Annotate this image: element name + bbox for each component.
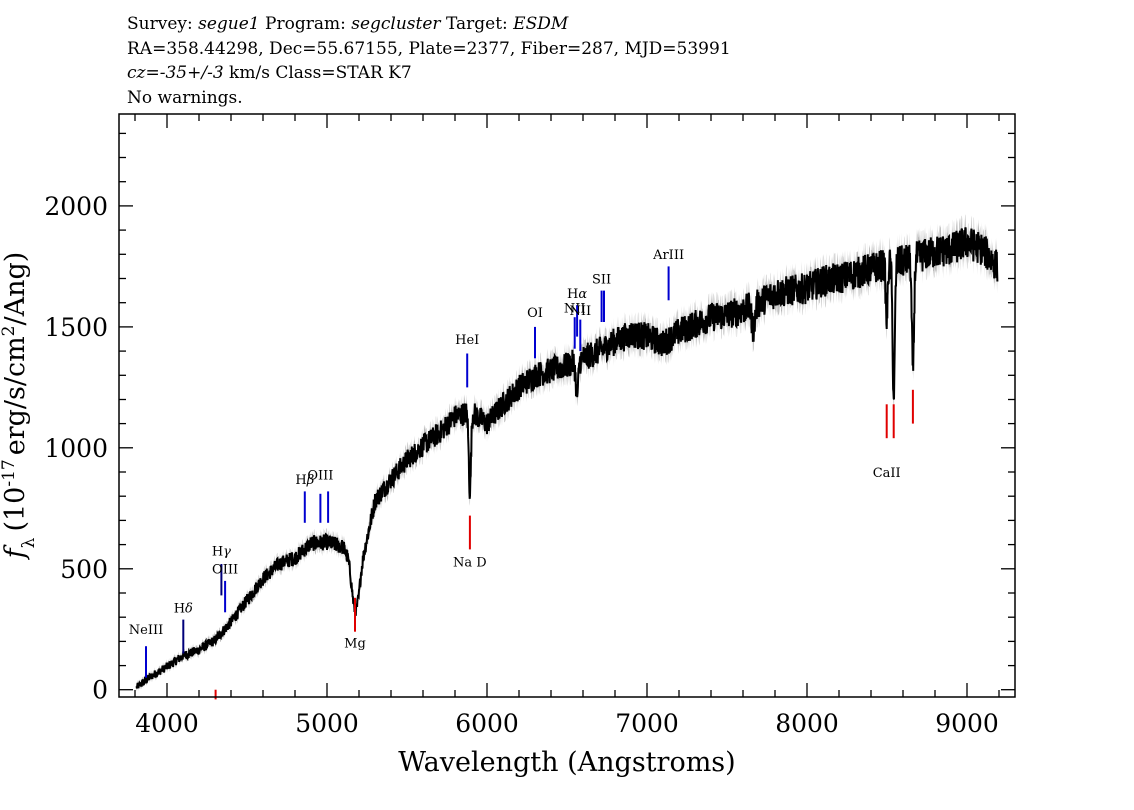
emission-label: HeI bbox=[455, 333, 479, 348]
emission-label: NII bbox=[569, 304, 591, 319]
absorption-label: CaII bbox=[873, 466, 901, 481]
x-tick-label: 8000 bbox=[775, 709, 839, 738]
x-tick-label: 9000 bbox=[935, 709, 999, 738]
x-tick-label: 6000 bbox=[455, 709, 519, 738]
emission-label: ArIII bbox=[652, 248, 684, 263]
y-title-lambda: λ bbox=[19, 537, 39, 548]
header-line-2: RA=358.44298, Dec=55.67155, Plate=2377, … bbox=[127, 38, 731, 59]
survey-value: segue1 bbox=[198, 14, 260, 34]
y-title-close: /Ang) bbox=[0, 252, 31, 326]
header-line-4: No warnings. bbox=[127, 87, 243, 108]
x-tick-label: 4000 bbox=[135, 709, 199, 738]
absorption-label: Na D bbox=[453, 555, 487, 570]
spectrum-header: Survey: segue1 Program: segcluster Targe… bbox=[127, 12, 731, 110]
emission-label: NeIII bbox=[129, 623, 163, 638]
y-tick-label: 1000 bbox=[44, 434, 108, 463]
absorption-label: Mg bbox=[344, 636, 366, 651]
cz-class: km/s Class=STAR K7 bbox=[223, 63, 412, 83]
x-tick-labels: 4000 5000 6000 7000 8000 9000 bbox=[135, 709, 999, 738]
emission-label: Hα bbox=[567, 287, 587, 302]
plot-frame bbox=[118, 113, 1016, 698]
x-tick-label: 7000 bbox=[615, 709, 679, 738]
emission-label: Hβ bbox=[295, 473, 314, 488]
spectrum-series bbox=[135, 214, 999, 692]
target-value: ESDM bbox=[513, 14, 569, 34]
y-tick-labels: 0 500 1000 1500 2000 bbox=[44, 192, 108, 705]
emission-label: Hγ bbox=[212, 545, 231, 560]
emission-label: SII bbox=[592, 272, 611, 287]
emission-label: Hδ bbox=[174, 601, 193, 616]
header-line-3: cz=-35+/-3 km/s Class=STAR K7 bbox=[127, 61, 731, 86]
y-title-units: erg/s/cm bbox=[0, 336, 31, 455]
x-tick-label: 5000 bbox=[295, 709, 359, 738]
target-label: Target: bbox=[445, 14, 508, 34]
axis-ticks bbox=[119, 114, 1015, 697]
y-title-sq: 2 bbox=[0, 325, 19, 336]
emission-label: OIII bbox=[212, 563, 238, 578]
emission-label: OIII bbox=[307, 468, 333, 483]
x-axis-title: Wavelength (Angstroms) bbox=[398, 747, 735, 778]
program-label: Program: bbox=[265, 14, 346, 34]
y-axis-title: fλ(10-17erg/s/cm2/Ang) bbox=[0, 252, 39, 561]
flux-line bbox=[135, 227, 999, 689]
y-tick-label: 0 bbox=[92, 676, 108, 705]
svg-text:fλ(10-17erg/s/cm2/Ang): fλ(10-17erg/s/cm2/Ang) bbox=[0, 252, 39, 561]
error-band bbox=[136, 214, 998, 692]
header-line-1: Survey: segue1 Program: segcluster Targe… bbox=[127, 12, 731, 37]
y-tick-label: 2000 bbox=[44, 192, 108, 221]
emission-label: OI bbox=[527, 306, 543, 321]
y-tick-label: 1500 bbox=[44, 313, 108, 342]
emission-label: NII bbox=[564, 301, 586, 316]
y-tick-label: 500 bbox=[60, 555, 108, 584]
y-title-exp: -17 bbox=[0, 459, 19, 486]
y-title-open: (10 bbox=[0, 487, 31, 532]
cz-value: -35+/-3 bbox=[159, 63, 224, 83]
program-value: segcluster bbox=[351, 14, 441, 34]
survey-label: Survey: bbox=[127, 14, 193, 34]
cz-label: cz= bbox=[127, 63, 160, 83]
